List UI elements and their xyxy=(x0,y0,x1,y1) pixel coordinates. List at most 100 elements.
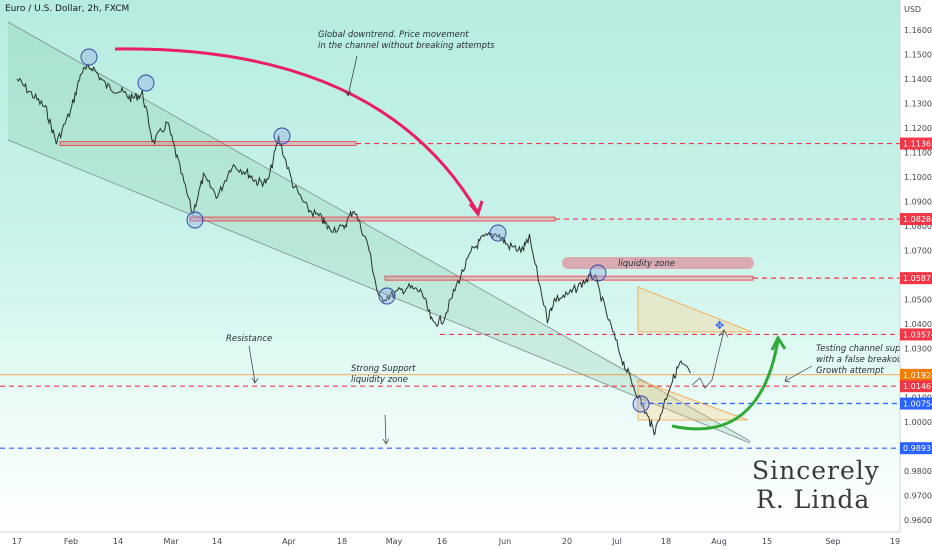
x-tick-label: 15 xyxy=(762,537,772,546)
target-icon: ✥ xyxy=(715,319,724,332)
price-tag-label: 1.11365 xyxy=(903,140,932,149)
axis-currency: USD xyxy=(904,5,921,14)
x-tick-label: Jul xyxy=(611,537,622,546)
growth-arrowhead xyxy=(770,334,787,351)
price-tag-bg xyxy=(900,442,932,455)
y-tick-label: 1.03000 xyxy=(904,345,932,354)
price-series-layer: ✥ xyxy=(16,63,729,436)
x-tick-label: Jun xyxy=(498,537,512,546)
projection-arrowhead xyxy=(718,329,729,338)
x-tick-label: 20 xyxy=(562,537,572,546)
annotation-text: Growth attempt xyxy=(816,366,884,376)
x-tick-label: Mar xyxy=(163,537,179,546)
price-tag-bg xyxy=(900,397,932,410)
time-axis-ticks: 17 Feb 14 Mar 14 Apr 18 May 16 Jun 20 Jul 18 Aug 15 Sep… xyxy=(12,537,900,546)
annotation-text: liquidity zone xyxy=(351,375,408,385)
pointer-line xyxy=(384,414,387,444)
x-tick-label: May xyxy=(386,537,403,546)
y-tick-label: 1.05000 xyxy=(904,296,932,305)
y-tick-label: 1.08000 xyxy=(904,222,932,231)
pointer-head xyxy=(251,377,259,384)
x-tick-label: 18 xyxy=(337,537,347,546)
price-axis-ticks: 1.16000 1.15000 1.14000 1.13000 1.12000 1.110… xyxy=(904,26,932,525)
pointer-line xyxy=(784,365,813,382)
price-line xyxy=(16,63,692,436)
x-tick-label: Feb xyxy=(64,537,78,546)
resistance-box xyxy=(384,275,754,281)
y-tick-label: 1.10000 xyxy=(904,173,932,182)
x-tick-label: 17 xyxy=(12,537,22,546)
price-tag-label: 1.01924 xyxy=(903,371,932,380)
zones-layer xyxy=(0,21,900,444)
x-tick-label: 16 xyxy=(437,537,447,546)
y-tick-label: 1.15000 xyxy=(904,51,932,60)
downtrend-arrow xyxy=(114,47,480,214)
resistance-box xyxy=(59,141,357,146)
price-tag-bg xyxy=(900,380,932,393)
touch-circle xyxy=(589,264,607,282)
pointer-head xyxy=(382,438,390,445)
touch-circle xyxy=(489,224,507,242)
lower-triangle-zone xyxy=(637,379,749,421)
price-tag-bg xyxy=(900,328,932,341)
y-tick-label: 1.04000 xyxy=(904,320,932,329)
y-tick-label: 1.13000 xyxy=(904,100,932,109)
touch-circle xyxy=(137,74,155,92)
price-tag-bg xyxy=(900,272,932,285)
channel-fill xyxy=(8,22,750,443)
annotation-text: Resistance xyxy=(226,334,272,344)
annotation-text: with a false breakout. xyxy=(816,355,908,365)
annotation-text: in the channel without breaking attempts xyxy=(318,41,495,51)
x-tick-label: 19 xyxy=(890,537,900,546)
touch-circle xyxy=(186,211,204,229)
y-tick-label: 1.09000 xyxy=(904,198,932,207)
x-tick-label: Aug xyxy=(711,537,727,546)
touch-circle xyxy=(378,287,396,305)
y-tick-label: 0.96000 xyxy=(904,516,932,525)
price-tag-label: 1.00754 xyxy=(903,400,932,409)
pointer-line xyxy=(248,345,256,383)
signature-line2: R. Linda xyxy=(756,485,871,514)
annotation-marks-layer xyxy=(80,47,813,445)
price-tag-bg xyxy=(900,368,932,381)
pointer-head xyxy=(344,90,352,97)
touch-circle xyxy=(273,127,291,145)
annotation-text: Strong Support xyxy=(351,364,416,374)
y-tick-label: 1.07000 xyxy=(904,247,932,256)
x-tick-label: 14 xyxy=(212,537,222,546)
x-tick-label: Sep xyxy=(825,537,840,546)
signature: Sincerely R. Linda xyxy=(752,456,880,514)
chart-title: Euro / U.S. Dollar, 2h, FXCM xyxy=(5,4,130,14)
pointer-head xyxy=(784,375,791,383)
downtrend-arrowhead xyxy=(468,200,484,218)
resistance-box xyxy=(189,216,556,222)
price-tag-bg xyxy=(900,213,932,226)
projection-line xyxy=(691,329,725,389)
x-tick-label: Apr xyxy=(282,537,297,546)
horizontal-lines-layer xyxy=(0,142,900,449)
touch-circle xyxy=(632,395,650,413)
y-tick-label: 1.16000 xyxy=(904,26,932,35)
price-tag-label: 1.03574 xyxy=(903,330,932,339)
liquidity-zone-band xyxy=(562,257,754,269)
touch-circle xyxy=(80,48,98,66)
price-tag-bg xyxy=(900,137,932,150)
growth-arrow xyxy=(671,339,780,431)
annotation-text: Global downtrend. Price movement xyxy=(318,30,469,40)
y-tick-label: 1.12000 xyxy=(904,124,932,133)
x-tick-label: 18 xyxy=(661,537,671,546)
price-tag-label: 1.08284 xyxy=(903,215,932,224)
annotation-text: Testing channel suppor xyxy=(816,344,915,354)
time-axis-bg[interactable] xyxy=(0,532,932,550)
x-tick-label: 14 xyxy=(113,537,123,546)
